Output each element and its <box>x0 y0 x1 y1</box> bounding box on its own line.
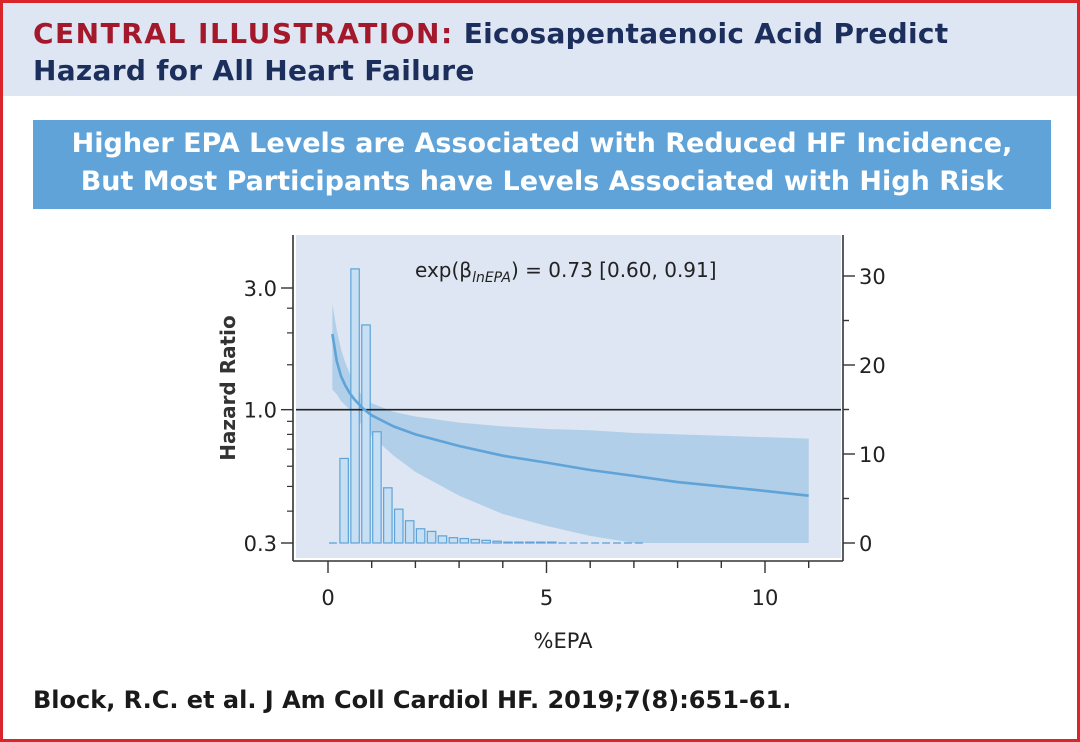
y2-tick-label: 10 <box>859 443 886 467</box>
x-tick-label: 0 <box>321 586 334 610</box>
histogram-bar <box>415 528 426 544</box>
histogram-bar <box>393 508 404 544</box>
header-title-line2: Hazard for All Heart Failure <box>33 54 475 87</box>
histogram-bar <box>437 535 448 544</box>
citation: Block, R.C. et al. J Am Coll Cardiol HF.… <box>33 686 792 714</box>
y-tick-label: 1.0 <box>244 399 277 423</box>
histogram-bar <box>372 431 382 544</box>
histogram-bar <box>339 457 349 544</box>
y-axis-label: Hazard Ratio <box>216 315 240 461</box>
hazard-annotation: exp(βlnEPA) = 0.73 [0.60, 0.91] <box>415 258 717 286</box>
histogram-bar <box>525 541 535 544</box>
y2-tick-label: 30 <box>859 265 886 289</box>
header: CENTRAL ILLUSTRATION: Eicosapentaenoic A… <box>3 3 1077 96</box>
histogram-bar <box>481 539 491 544</box>
histogram-bar <box>492 540 502 544</box>
histogram-bar <box>448 537 459 544</box>
y-tick-label: 3.0 <box>244 277 277 301</box>
histogram-bar <box>350 268 360 544</box>
banner-line-1: Higher EPA Levels are Associated with Re… <box>71 128 1013 159</box>
annotation-suffix: ) = 0.73 [0.60, 0.91] <box>511 258 717 282</box>
kicker-label: CENTRAL ILLUSTRATION: <box>33 17 454 50</box>
hazard-ratio-chart: 0 5 10 3.0 1.0 0.3 0 10 20 30 %EPA Hazard Ratio exp(… <box>216 235 886 653</box>
histogram-bar <box>546 541 557 544</box>
y-tick-label: 0.3 <box>244 532 277 556</box>
x-tick-label: 10 <box>752 586 779 610</box>
histogram-bar <box>383 487 393 544</box>
histogram-bar <box>404 520 415 544</box>
histogram-bar <box>470 538 481 544</box>
x-tick-label: 5 <box>540 586 553 610</box>
title-text: Eicosapentaenoic Acid Predict <box>463 17 949 50</box>
header-title-line1: CENTRAL ILLUSTRATION: Eicosapentaenoic A… <box>33 17 949 50</box>
histogram-bar <box>503 541 513 544</box>
annotation-subscript: lnEPA <box>472 270 511 286</box>
y2-tick-label: 0 <box>859 532 872 556</box>
hazard-ratio-curve <box>331 333 809 497</box>
histogram-bar <box>426 530 437 544</box>
histogram-bar <box>459 537 470 544</box>
annotation-prefix: exp(β <box>415 258 472 282</box>
key-finding-banner: Higher EPA Levels are Associated with Re… <box>33 120 1051 209</box>
histogram-bar <box>514 541 524 544</box>
y2-tick-label: 20 <box>859 354 886 378</box>
histogram-bar <box>361 324 371 544</box>
x-axis-label: %EPA <box>534 629 594 653</box>
histogram-bar <box>535 541 546 544</box>
banner-line-2: But Most Participants have Levels Associ… <box>80 166 1004 197</box>
